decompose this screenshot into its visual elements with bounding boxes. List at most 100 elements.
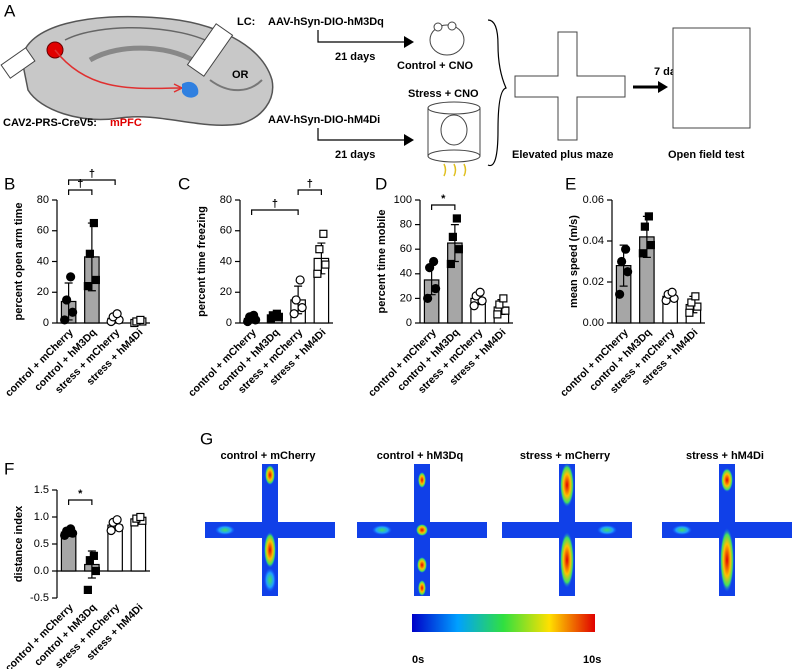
y-tick-label: 20 (37, 286, 49, 298)
data-point (452, 214, 461, 223)
data-point (66, 272, 76, 282)
data-point (62, 295, 72, 305)
data-point (644, 212, 653, 221)
colorbar-label: 0s (412, 654, 424, 666)
data-point (499, 294, 508, 303)
data-point (667, 287, 677, 297)
significance-label: † (272, 198, 278, 210)
label: Elevated plus maze (512, 149, 614, 161)
heatmap-blob (721, 468, 733, 492)
heatmap-blob (265, 465, 275, 485)
open-field-icon (672, 27, 751, 129)
y-axis-label: percent open arm time (13, 203, 25, 321)
heatmap-title: stress + hM4Di (686, 450, 764, 462)
y-tick-label: 0.0 (34, 565, 49, 577)
y-tick-label: 80 (220, 194, 232, 206)
label: LC: (237, 16, 255, 28)
data-point (315, 245, 324, 254)
colorbar-label: 10s (583, 654, 601, 666)
data-point (493, 310, 502, 319)
label: 21 days (335, 51, 375, 63)
significance-bracket (68, 499, 93, 505)
data-point (68, 307, 78, 317)
significance-bracket (68, 179, 116, 185)
heatmaps: control + mCherry control + hM3Dq stress +… (205, 450, 792, 596)
data-point (106, 525, 116, 536)
significance-bracket (68, 189, 93, 195)
y-tick-label: -0.5 (30, 592, 49, 604)
panel-letter: C (178, 174, 190, 193)
data-point (475, 287, 485, 297)
panel-letter: F (4, 459, 14, 478)
y-tick-label: 60 (400, 243, 412, 255)
significance-label: † (89, 168, 95, 180)
data-point (83, 282, 92, 291)
data-point (429, 256, 439, 267)
y-tick-label: 40 (220, 255, 232, 267)
y-tick-label: 1.0 (34, 511, 49, 523)
data-point (112, 309, 122, 319)
data-point (469, 301, 479, 311)
y-tick-label: 0 (43, 317, 49, 329)
significance-bracket (431, 204, 456, 210)
data-point (66, 524, 76, 534)
significance-bracket (251, 209, 299, 215)
data-point (91, 275, 100, 285)
data-point (297, 303, 307, 313)
data-point (691, 292, 700, 301)
data-point (321, 260, 330, 269)
y-tick-label: 80 (400, 219, 412, 231)
data-point (477, 296, 487, 306)
data-point (319, 229, 328, 238)
data-point (501, 306, 510, 315)
label: mPFC (110, 117, 142, 129)
data-point (623, 267, 633, 277)
y-tick-label: 60 (220, 225, 232, 237)
panel-letter: A (4, 1, 16, 20)
y-axis-label: percent time freezing (196, 206, 208, 317)
data-point (640, 222, 649, 231)
data-point (448, 232, 457, 241)
heatmap-blob (372, 525, 392, 535)
data-point (249, 310, 259, 320)
heatmap-blob (720, 528, 734, 592)
data-point (91, 566, 100, 576)
y-axis-label: distance index (13, 505, 25, 582)
heatmap-title: control + hM3Dq (377, 450, 463, 462)
data-point (136, 315, 145, 325)
y-tick-label: 100 (394, 194, 412, 206)
heatmap-blob (560, 532, 574, 588)
heatmap-blob (416, 524, 428, 536)
data-point (85, 249, 94, 258)
y-tick-label: 40 (37, 255, 49, 267)
data-point (638, 249, 647, 258)
colorbar (412, 614, 595, 632)
significance-bracket (297, 189, 322, 195)
y-tick-label: 0.00 (583, 317, 604, 329)
heatmap-blob (597, 525, 617, 535)
y-tick-label: 0 (226, 317, 232, 329)
y-tick-label: 0.5 (34, 538, 49, 550)
y-tick-label: 0 (406, 317, 412, 329)
label: AAV-hSyn-DIO-hM3Dq (268, 16, 384, 28)
label: Open field test (668, 149, 745, 161)
label: Stress + CNO (408, 88, 479, 100)
significance-label: † (77, 178, 83, 190)
data-point (60, 315, 70, 325)
data-point (621, 244, 631, 254)
data-point (112, 515, 122, 525)
data-point (313, 269, 322, 278)
data-point (615, 289, 625, 299)
data-point (136, 512, 145, 522)
y-tick-label: 60 (37, 225, 49, 237)
y-tick-label: 0.06 (583, 194, 604, 206)
y-tick-label: 20 (400, 292, 412, 304)
data-point (685, 308, 694, 317)
y-tick-label: 80 (37, 194, 49, 206)
label: AAV-hSyn-DIO-hM4Di (268, 114, 380, 126)
data-point (423, 293, 433, 303)
panel-letter: D (375, 174, 387, 193)
brain-schematic (0, 15, 274, 126)
y-tick-label: 0.04 (583, 235, 604, 247)
